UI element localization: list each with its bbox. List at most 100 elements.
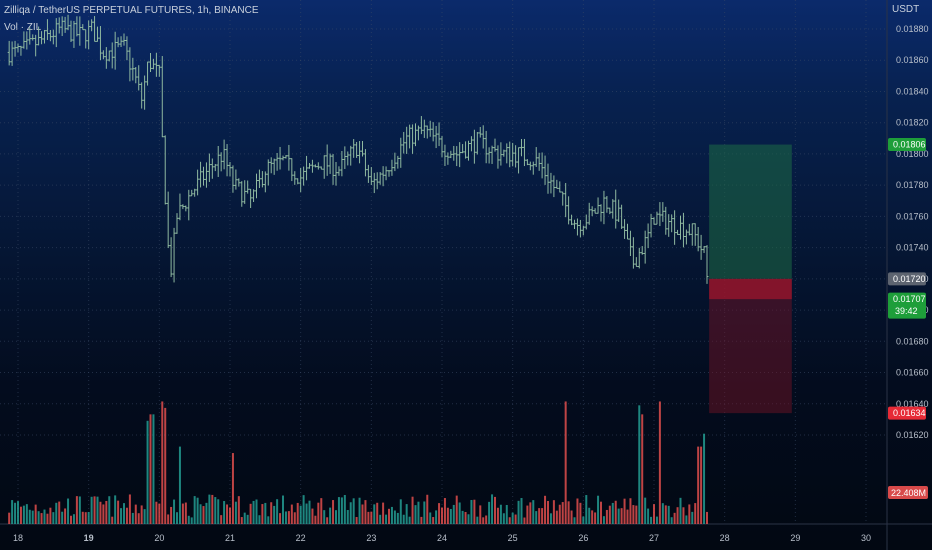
volume-bar: [46, 513, 49, 524]
volume-bar: [214, 497, 217, 524]
ohlc-bar: [355, 141, 359, 158]
ohlc-bar: [620, 204, 624, 230]
volume-bar: [429, 512, 432, 524]
volume-bar: [402, 514, 405, 524]
volume-bar: [184, 502, 187, 524]
volume-bar: [494, 496, 496, 524]
ohlc-bar: [555, 179, 559, 189]
volume-bar: [137, 513, 140, 524]
chart-symbol-title[interactable]: Zilliqa / TetherUS PERPETUAL FUTURES, 1h…: [4, 5, 259, 16]
ohlc-bar: [72, 20, 76, 48]
volume-bar: [585, 495, 588, 524]
volume-bar: [123, 503, 125, 524]
volume-bar: [28, 509, 31, 524]
volume-bar: [452, 504, 455, 524]
ohlc-bar: [419, 116, 423, 135]
ohlc-bar: [399, 137, 403, 168]
ohlc-bar: [655, 211, 659, 225]
ohlc-bar: [593, 208, 597, 214]
price-tick-label: 0.01640: [896, 399, 929, 409]
price-tick-label: 0.01680: [896, 336, 929, 346]
volume-bar: [408, 516, 411, 524]
ohlc-bar: [631, 237, 635, 269]
volume-bar: [67, 498, 70, 524]
volume-bar: [111, 516, 114, 524]
ohlc-bar: [160, 56, 164, 138]
volume-bar: [152, 414, 155, 524]
volume-bar: [61, 511, 64, 524]
current-price-tag: 0.01720: [888, 272, 926, 286]
ohlc-bar: [352, 139, 356, 158]
ohlc-bar: [257, 169, 261, 188]
volume-bar: [441, 507, 443, 524]
volume-bar: [505, 504, 508, 524]
volume-bar: [358, 497, 361, 524]
ohlc-bar: [437, 122, 441, 147]
ohlc-bar: [505, 143, 509, 164]
ohlc-bar: [390, 159, 394, 176]
volume-bar: [11, 500, 14, 524]
volume-indicator-label[interactable]: Vol · ZIL: [4, 22, 42, 33]
volume-bar: [355, 517, 358, 524]
volume-bar: [379, 514, 382, 524]
ohlc-bar: [552, 175, 556, 198]
volume-bar: [697, 446, 700, 524]
ohlc-bar: [187, 189, 191, 221]
ohlc-bar: [31, 34, 35, 41]
ohlc-bar: [408, 124, 412, 149]
volume-bar: [349, 502, 352, 524]
ohlc-bar: [175, 213, 179, 234]
price-tick-label: 0.01660: [896, 368, 929, 378]
time-tick-label: 21: [225, 533, 235, 543]
volume-bar: [149, 414, 152, 524]
volume-bar: [520, 498, 523, 524]
stop-zone[interactable]: [709, 278, 792, 414]
ohlc-bar: [587, 202, 591, 225]
ohlc-bar: [637, 247, 641, 269]
time-tick-label: 28: [720, 533, 730, 543]
target-zone[interactable]: [709, 144, 792, 279]
ohlc-bar: [163, 135, 167, 205]
ohlc-bar: [331, 153, 335, 185]
volume-bar: [411, 496, 414, 524]
volume-bar: [217, 499, 220, 524]
ohlc-bar: [266, 159, 270, 186]
ohlc-bar: [676, 229, 680, 235]
volume-bar: [706, 511, 708, 524]
volume-bar: [37, 511, 40, 524]
volume-bar: [323, 510, 326, 524]
ohlc-bar: [449, 150, 453, 159]
volume-bar: [426, 494, 429, 524]
volume-bar: [308, 500, 311, 524]
ohlc-bar: [634, 257, 638, 267]
volume-bar: [679, 497, 682, 524]
volume-bar: [290, 504, 293, 524]
volume-bar: [499, 504, 502, 524]
volume-bar: [535, 511, 538, 524]
volume-bar: [267, 516, 270, 524]
ohlc-bar: [534, 147, 538, 167]
volume-bar: [361, 504, 364, 524]
ohlc-bar: [558, 181, 562, 193]
ohlc-bar: [43, 30, 46, 44]
ohlc-bar: [231, 165, 235, 193]
ohlc-bars: [7, 14, 709, 284]
ohlc-bar: [387, 170, 391, 177]
time-axis[interactable]: 18 19 20 21 22 23 24 25 26 27 28 29 30: [13, 533, 871, 543]
volume-bar: [523, 517, 526, 524]
price-axis[interactable]: 0.01880 0.01860 0.01840 0.01820 0.01800 0.017…: [896, 24, 929, 440]
ohlc-bar: [378, 172, 382, 185]
ohlc-bar: [48, 30, 52, 42]
ohlc-bar: [7, 40, 11, 66]
ohlc-bar: [623, 219, 627, 239]
ohlc-bar: [78, 16, 82, 46]
volume-bar: [155, 501, 158, 524]
ohlc-bar: [340, 151, 344, 177]
volume-bars: [8, 401, 708, 524]
ohlc-bar: [484, 130, 488, 164]
ohlc-bar: [461, 144, 465, 154]
ohlc-bar: [57, 17, 61, 34]
volume-bar: [293, 512, 296, 524]
ohlc-bar: [204, 162, 208, 188]
